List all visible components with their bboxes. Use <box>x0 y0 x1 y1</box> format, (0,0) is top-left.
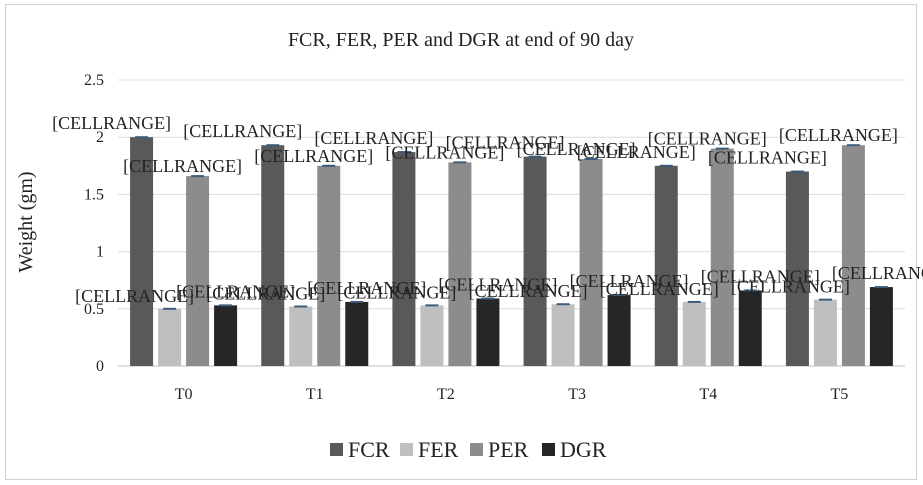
bar-dgr <box>214 305 238 366</box>
data-labels: [CELLRANGE][CELLRANGE][CELLRANGE][CELLRA… <box>52 113 923 306</box>
data-label: [CELLRANGE] <box>314 128 433 148</box>
data-label: [CELLRANGE] <box>307 278 426 298</box>
bar-fer <box>551 304 575 366</box>
data-label: [CELLRANGE] <box>577 142 696 162</box>
y-tick-label: 2 <box>96 129 104 146</box>
y-tick-label: 1.5 <box>84 186 104 203</box>
data-label: [CELLRANGE] <box>75 286 194 306</box>
chart-title: FCR, FER, PER and DGR at end of 90 day <box>288 29 634 51</box>
bar-fcr <box>392 152 416 366</box>
data-label: [CELLRANGE] <box>254 146 373 166</box>
data-label: [CELLRANGE] <box>517 139 636 159</box>
legend-swatch-per <box>470 443 483 456</box>
bar-fer <box>420 305 444 366</box>
legend-label-fer: FER <box>418 437 459 462</box>
data-label: [CELLRANGE] <box>600 279 719 299</box>
legend-swatch-dgr <box>542 443 555 456</box>
y-axis-ticks: 0 0.5 1 1.5 2 2.5 <box>84 72 104 375</box>
bar-fcr <box>261 145 285 366</box>
x-tick-label: T3 <box>568 386 586 403</box>
bar-per <box>710 148 734 366</box>
data-label: [CELLRANGE] <box>123 156 242 176</box>
data-label: [CELLRANGE] <box>438 275 557 295</box>
legend-swatch-fcr <box>330 443 343 456</box>
legend-label-fcr: FCR <box>348 437 390 462</box>
bar-per <box>186 176 210 366</box>
bar-fer <box>289 306 313 366</box>
data-label: [CELLRANGE] <box>701 266 820 286</box>
legend: FCR FER PER DGR <box>330 437 607 462</box>
bar-dgr <box>738 290 762 366</box>
legend-label-dgr: DGR <box>560 437 607 462</box>
data-label: [CELLRANGE] <box>469 281 588 301</box>
data-label: [CELLRANGE] <box>648 129 767 149</box>
x-tick-label: T1 <box>306 386 324 403</box>
data-label: [CELLRANGE] <box>385 142 504 162</box>
data-label: [CELLRANGE] <box>731 277 850 297</box>
bar-per <box>841 145 865 366</box>
x-tick-label: T4 <box>699 386 717 403</box>
bar-fer <box>813 299 837 366</box>
gridlines <box>118 79 905 367</box>
x-tick-label: T2 <box>437 386 455 403</box>
bar-per <box>317 165 341 366</box>
bar-dgr <box>476 298 500 366</box>
y-tick-label: 2.5 <box>84 72 104 89</box>
data-label: [CELLRANGE] <box>183 121 302 141</box>
bar-fer <box>682 301 706 366</box>
bar-dgr <box>607 295 631 366</box>
bar-dgr <box>869 287 893 366</box>
data-label: [CELLRANGE] <box>446 133 565 153</box>
bar-fcr <box>523 156 547 366</box>
y-tick-label: 1 <box>96 244 104 261</box>
bar-per <box>448 162 472 366</box>
bar-fcr <box>130 137 154 366</box>
data-label: [CELLRANGE] <box>176 281 295 301</box>
legend-swatch-fer <box>400 443 413 456</box>
y-tick-label: 0.5 <box>84 301 104 318</box>
data-label: [CELLRANGE] <box>570 271 689 291</box>
data-label: [CELLRANGE] <box>832 263 923 283</box>
bars <box>130 136 893 366</box>
x-axis-ticks: T0 T1 T2 T3 T4 T5 <box>175 386 849 403</box>
x-tick-label: T0 <box>175 386 193 403</box>
data-label: [CELLRANGE] <box>779 125 898 145</box>
y-axis-label: Weight (gm) <box>15 171 37 272</box>
data-label: [CELLRANGE] <box>206 284 325 304</box>
data-label: [CELLRANGE] <box>337 282 456 302</box>
x-tick-label: T5 <box>831 386 849 403</box>
bar-fcr <box>785 171 809 366</box>
bar-fcr <box>654 165 678 366</box>
bar-dgr <box>345 301 369 366</box>
data-label: [CELLRANGE] <box>708 148 827 168</box>
bar-fer <box>158 308 182 366</box>
y-tick-label: 0 <box>96 358 104 375</box>
bar-per <box>579 158 603 366</box>
legend-label-per: PER <box>488 437 529 462</box>
data-label: [CELLRANGE] <box>52 113 171 133</box>
